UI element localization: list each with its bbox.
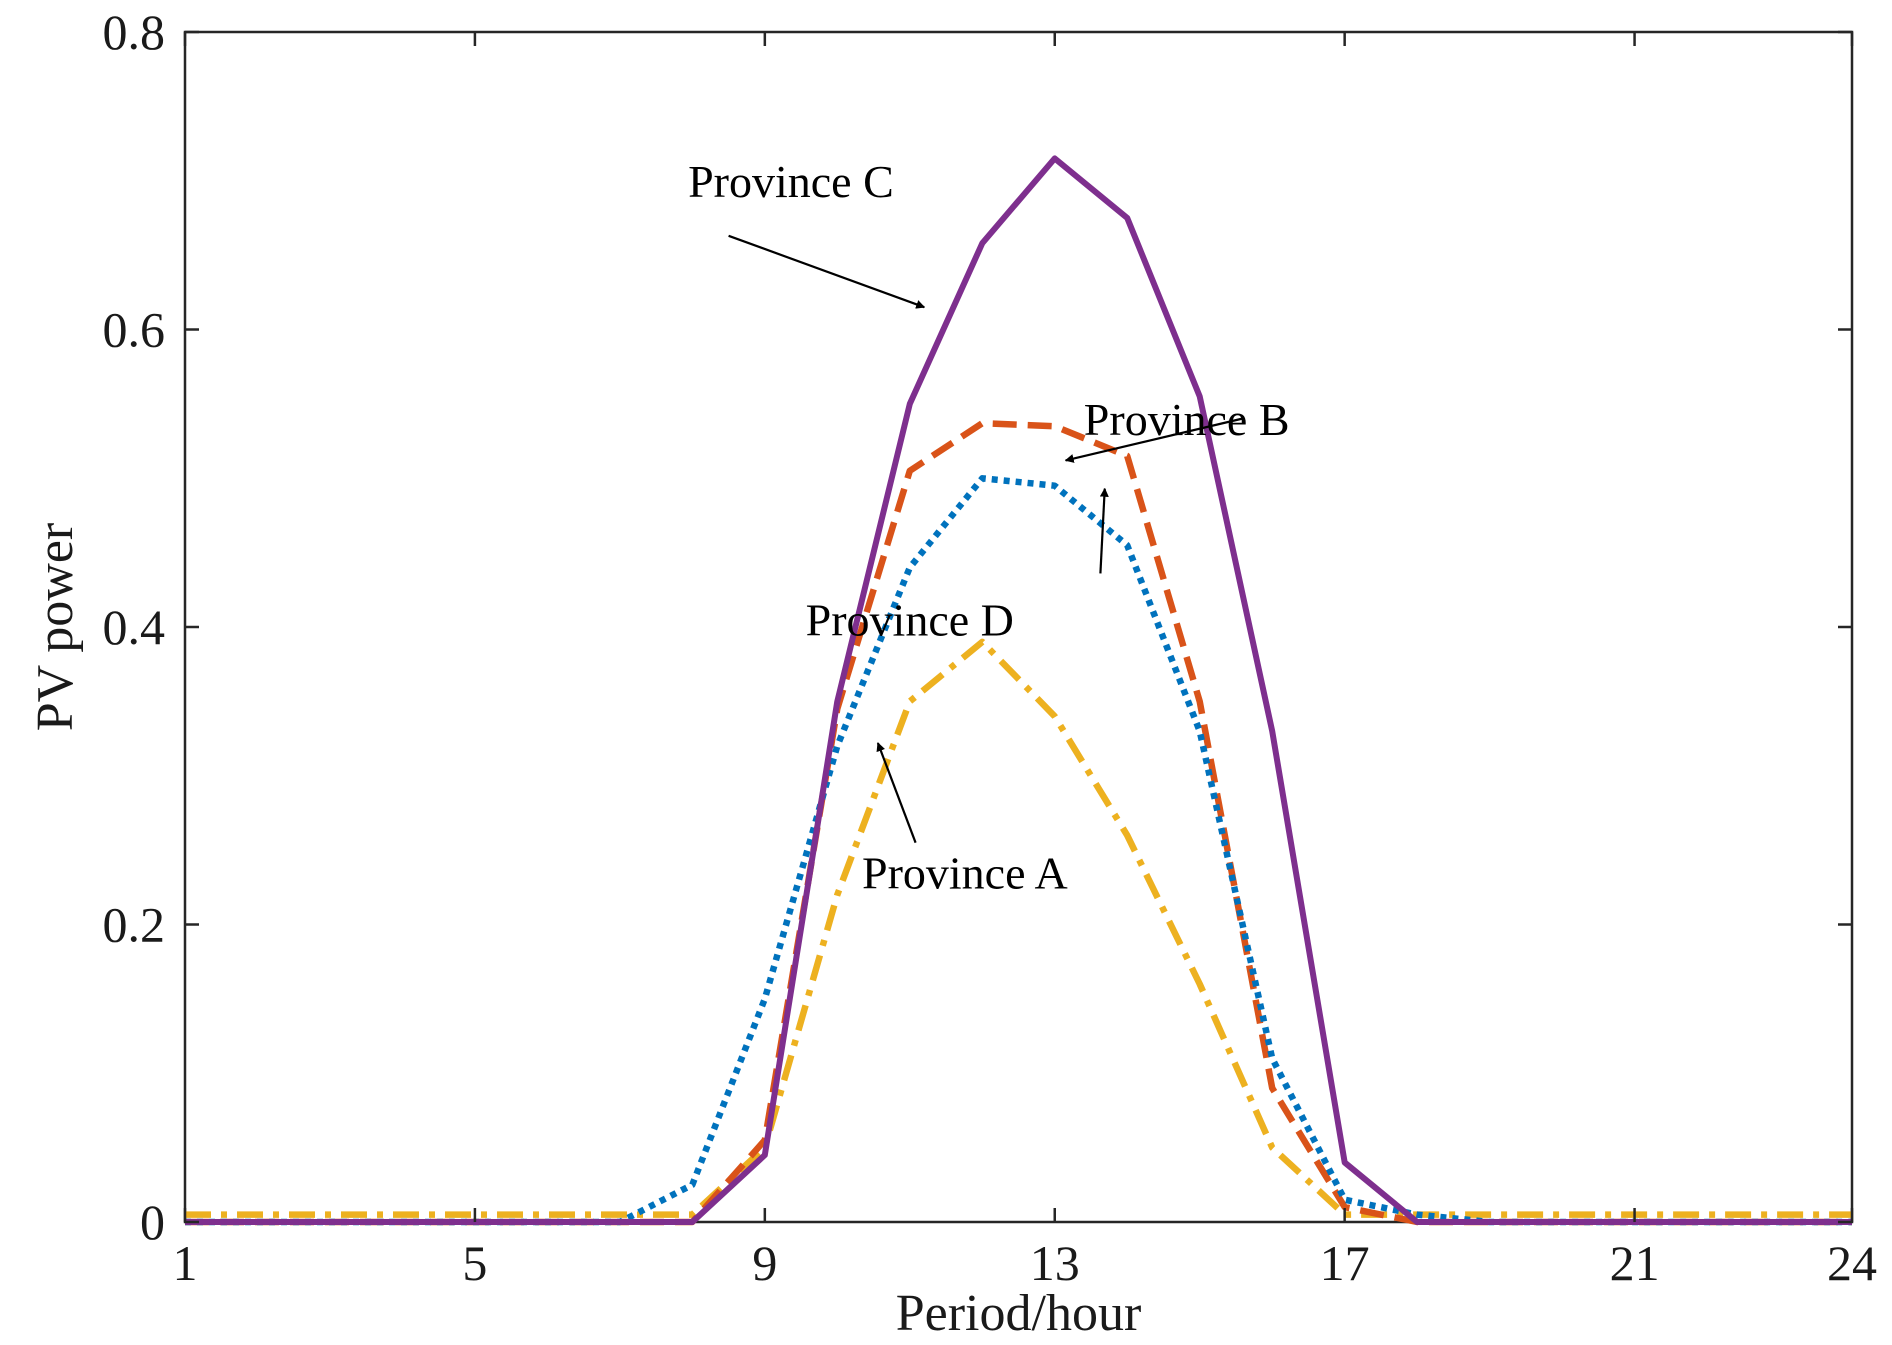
x-axis-title: Period/hour <box>896 1285 1142 1342</box>
x-tick-label: 17 <box>1320 1235 1370 1291</box>
annotation-label-province-c: Province C <box>688 156 894 207</box>
annotation-arrow-province-a <box>876 742 917 844</box>
y-tick-label: 0.4 <box>103 599 166 655</box>
series-lines <box>185 155 1852 1226</box>
x-tick-label: 1 <box>173 1235 198 1291</box>
y-tick-label: 0.2 <box>103 897 166 953</box>
y-axis-title: PV power <box>27 523 84 731</box>
annotation-arrow-province-b <box>1064 417 1242 463</box>
series-annotations: Province C Province B Province D Province A <box>688 156 1289 899</box>
annotation-label-province-d: Province D <box>806 595 1014 646</box>
axis-ticks: 1 5 9 13 17 21 24 0 0.2 0.4 0.6 0.8 <box>103 4 1878 1291</box>
x-tick-label: 13 <box>1030 1235 1080 1291</box>
annotation-label-province-a: Province A <box>862 847 1068 898</box>
annotation-arrow-province-c <box>728 234 926 309</box>
annotation-label-province-b: Province B <box>1084 394 1290 445</box>
plot-frame <box>183 30 1854 1224</box>
x-tick-label: 24 <box>1827 1235 1877 1291</box>
y-tick-label: 0 <box>140 1194 165 1250</box>
x-tick-label: 9 <box>752 1235 777 1291</box>
x-tick-label: 5 <box>462 1235 487 1291</box>
y-tick-label: 0.6 <box>103 302 166 358</box>
x-tick-label: 21 <box>1610 1235 1660 1291</box>
series-line-province-b <box>185 419 1852 1226</box>
y-tick-label: 0.8 <box>103 4 166 60</box>
plot-area <box>183 30 1854 1224</box>
annotation-arrow-province-d <box>1099 487 1109 574</box>
series-line-province-c <box>185 155 1852 1225</box>
series-line-province-a <box>185 638 1852 1218</box>
